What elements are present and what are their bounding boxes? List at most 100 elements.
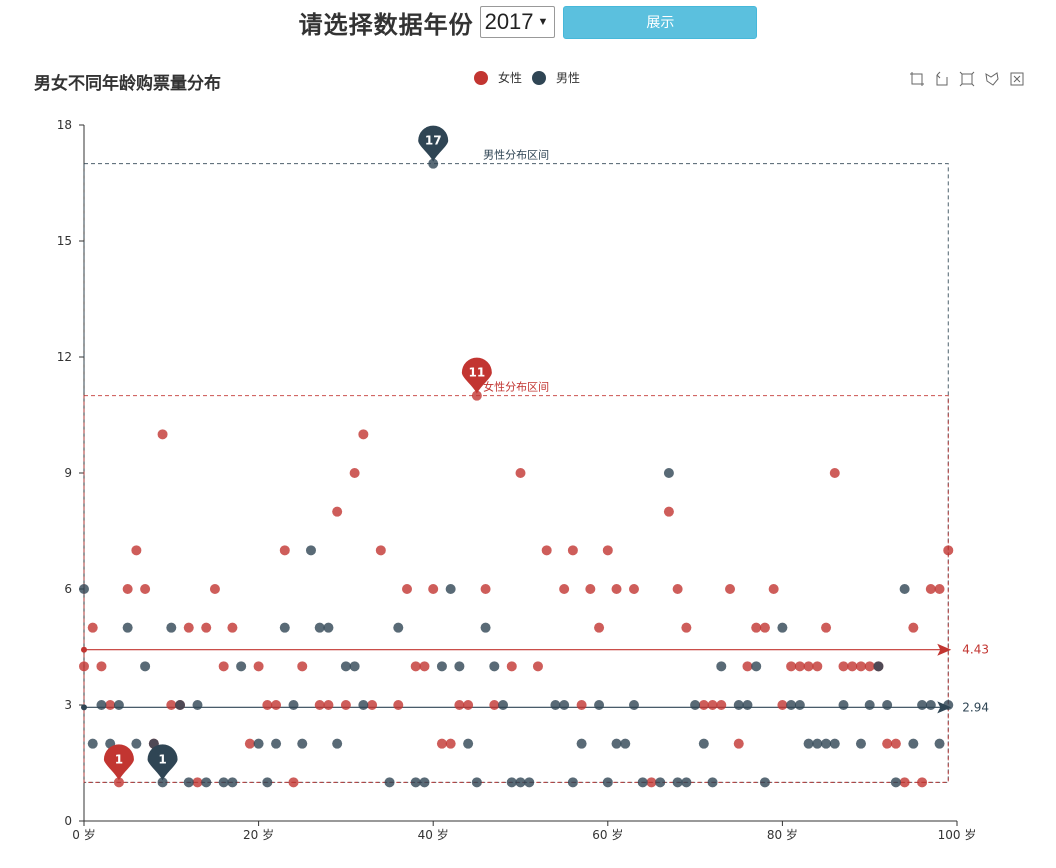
male-data-point bbox=[838, 700, 849, 710]
zoom-reset-icon[interactable] bbox=[934, 71, 950, 87]
male-data-point bbox=[864, 700, 875, 710]
x-tick-label: 80 岁 bbox=[767, 827, 798, 842]
chart-title: 男女不同年龄购票量分布 bbox=[34, 74, 221, 94]
female-data-point bbox=[594, 622, 605, 633]
male-data-point bbox=[157, 777, 168, 788]
male-data-point bbox=[777, 622, 788, 633]
male-data-point bbox=[454, 661, 465, 672]
female-data-point bbox=[375, 545, 386, 556]
male-data-point bbox=[742, 700, 753, 710]
male-data-point bbox=[567, 777, 578, 788]
female-max-pin-label: 11 bbox=[468, 366, 485, 380]
male-data-point bbox=[637, 777, 648, 788]
female-data-point bbox=[166, 700, 177, 710]
legend-item-male[interactable]: 男性 bbox=[532, 69, 580, 86]
lasso-select-icon[interactable] bbox=[984, 71, 1000, 87]
rect-select-icon[interactable] bbox=[959, 71, 975, 87]
male-data-point bbox=[87, 738, 98, 749]
female-data-point bbox=[183, 622, 194, 633]
female-data-point bbox=[777, 700, 788, 710]
female-data-point bbox=[288, 777, 299, 788]
male-data-point bbox=[672, 777, 683, 788]
female-data-point bbox=[917, 777, 928, 788]
female-data-point bbox=[882, 738, 893, 749]
male-average-label: 2.94 bbox=[962, 700, 989, 714]
female-data-point bbox=[943, 545, 954, 556]
male-data-point bbox=[794, 700, 805, 710]
female-min-pin-label: 1 bbox=[115, 752, 123, 766]
y-tick-label: 6 bbox=[64, 582, 72, 596]
female-data-point bbox=[838, 661, 849, 672]
female-data-point bbox=[681, 622, 692, 633]
male-data-point bbox=[550, 700, 561, 710]
male-data-point bbox=[908, 738, 919, 749]
female-data-point bbox=[218, 661, 229, 672]
female-data-point bbox=[436, 738, 447, 749]
female-data-point bbox=[890, 738, 901, 749]
female-data-point bbox=[934, 584, 945, 594]
male-data-point bbox=[122, 622, 133, 633]
male-data-point bbox=[559, 700, 570, 710]
female-data-point bbox=[367, 700, 378, 710]
female-data-point bbox=[201, 622, 212, 633]
chevron-down-icon: ▼ bbox=[537, 16, 549, 28]
female-data-point bbox=[122, 584, 133, 594]
female-range-label: 女性分布区间 bbox=[483, 380, 549, 394]
male-data-point bbox=[759, 777, 770, 788]
female-data-point bbox=[576, 700, 587, 710]
male-data-point bbox=[314, 622, 325, 633]
male-data-point bbox=[707, 777, 718, 788]
female-data-point bbox=[209, 584, 220, 594]
female-data-point bbox=[698, 700, 709, 710]
legend: 女性 男性 bbox=[474, 69, 590, 86]
page-title: 请选择数据年份 bbox=[298, 10, 474, 39]
male-data-point bbox=[236, 661, 247, 672]
x-tick-label: 40 岁 bbox=[418, 827, 449, 842]
female-data-point bbox=[725, 584, 736, 594]
y-tick-label: 3 bbox=[64, 698, 72, 712]
year-select[interactable]: 2017 ▼ bbox=[479, 6, 556, 38]
male-data-point bbox=[384, 777, 395, 788]
male-data-point bbox=[183, 777, 194, 788]
female-data-point bbox=[506, 661, 517, 672]
male-data-point bbox=[829, 738, 840, 749]
show-button[interactable]: 展示 bbox=[563, 5, 758, 39]
male-data-point bbox=[917, 700, 928, 710]
clear-select-icon[interactable] bbox=[1009, 71, 1025, 87]
female-data-point bbox=[402, 584, 413, 594]
male-data-point bbox=[279, 622, 290, 633]
female-data-point bbox=[812, 661, 823, 672]
female-data-point bbox=[393, 700, 404, 710]
female-data-point bbox=[227, 622, 238, 633]
male-data-point bbox=[410, 777, 421, 788]
male-data-point bbox=[515, 777, 526, 788]
male-data-point bbox=[428, 158, 439, 169]
female-data-point bbox=[157, 429, 168, 440]
female-data-point bbox=[113, 777, 124, 788]
zoom-icon[interactable] bbox=[909, 71, 925, 87]
legend-male-dot-icon bbox=[532, 70, 547, 85]
male-data-point bbox=[628, 700, 639, 710]
male-data-point bbox=[890, 777, 901, 788]
male-data-point bbox=[288, 700, 299, 710]
female-data-point bbox=[716, 700, 727, 710]
female-data-point bbox=[410, 661, 421, 672]
female-data-point bbox=[340, 700, 351, 710]
female-data-point bbox=[454, 700, 465, 710]
male-data-point bbox=[253, 738, 264, 749]
legend-item-female[interactable]: 女性 bbox=[474, 69, 522, 86]
female-data-point bbox=[786, 661, 797, 672]
male-data-point bbox=[489, 661, 500, 672]
male-data-point bbox=[498, 700, 509, 710]
chart-toolbox bbox=[900, 71, 1025, 87]
male-data-point bbox=[681, 777, 692, 788]
male-data-point bbox=[271, 738, 282, 749]
male-data-point bbox=[323, 622, 334, 633]
male-data-point bbox=[655, 777, 666, 788]
male-data-point bbox=[480, 622, 491, 633]
male-data-point bbox=[131, 738, 142, 749]
male-data-point bbox=[611, 738, 622, 749]
y-tick-label: 9 bbox=[64, 466, 72, 480]
female-data-point bbox=[253, 661, 264, 672]
female-data-point bbox=[899, 777, 910, 788]
